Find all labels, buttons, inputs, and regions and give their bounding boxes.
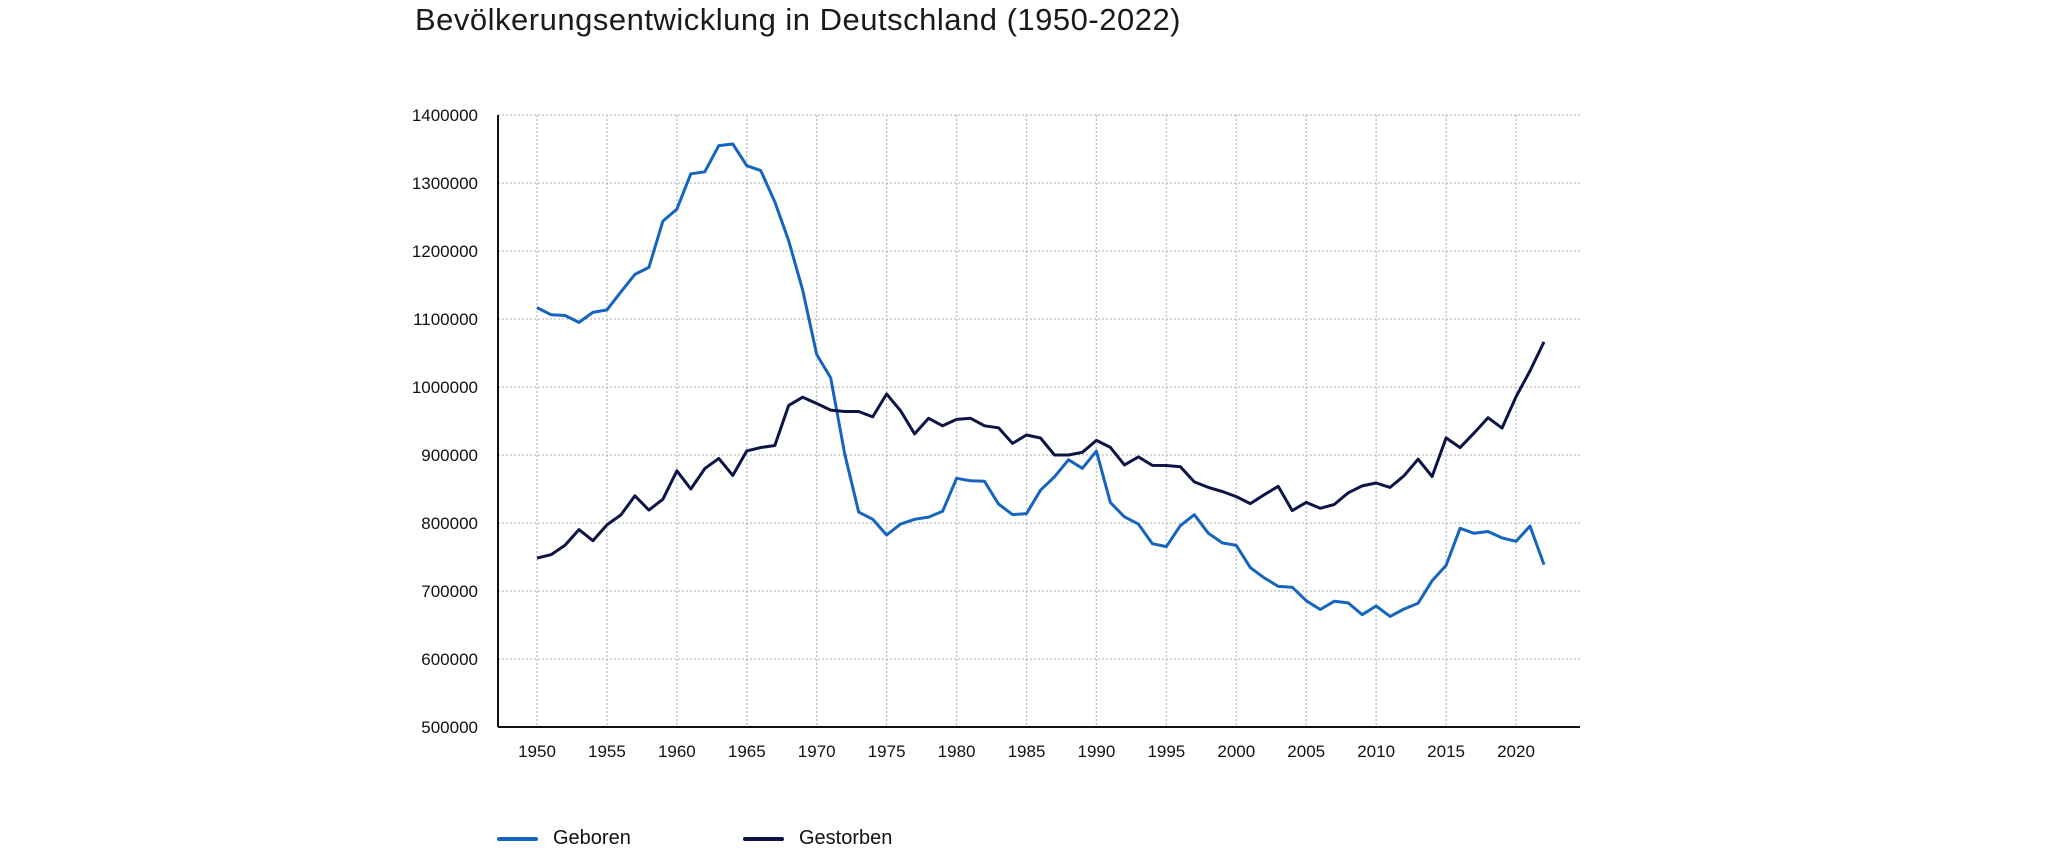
y-tick-label: 1300000 bbox=[412, 174, 478, 193]
x-tick-label: 2010 bbox=[1357, 742, 1395, 761]
x-tick-label: 1975 bbox=[868, 742, 906, 761]
x-tick-label: 1965 bbox=[728, 742, 766, 761]
x-tick-label: 1970 bbox=[798, 742, 836, 761]
x-tick-label: 1955 bbox=[588, 742, 626, 761]
legend-item-geboren: Geboren bbox=[497, 827, 631, 850]
x-tick-label: 1990 bbox=[1078, 742, 1116, 761]
series-line-gestorben bbox=[536, 341, 1546, 560]
y-tick-label: 600000 bbox=[421, 650, 478, 669]
series-line-geboren bbox=[536, 142, 1546, 618]
y-tick-label: 900000 bbox=[421, 446, 478, 465]
y-tick-label: 1000000 bbox=[412, 378, 478, 397]
x-tick-label: 2005 bbox=[1287, 742, 1325, 761]
legend-label-geboren: Geboren bbox=[553, 827, 631, 849]
y-tick-label: 1400000 bbox=[412, 106, 478, 125]
y-tick-label: 800000 bbox=[421, 514, 478, 533]
legend-swatch-geboren bbox=[497, 836, 538, 841]
legend-swatch-gestorben bbox=[743, 836, 784, 841]
x-tick-label: 2020 bbox=[1497, 742, 1535, 761]
x-tick-label: 1980 bbox=[938, 742, 976, 761]
y-tick-label: 500000 bbox=[421, 718, 478, 737]
y-tick-label: 1200000 bbox=[412, 242, 478, 261]
x-tick-label: 1950 bbox=[518, 742, 556, 761]
x-tick-label: 2015 bbox=[1427, 742, 1465, 761]
legend-item-gestorben: Gestorben bbox=[743, 827, 892, 850]
y-tick-label: 1100000 bbox=[413, 310, 478, 329]
x-tick-label: 1985 bbox=[1008, 742, 1046, 761]
x-tick-label: 2000 bbox=[1217, 742, 1255, 761]
x-tick-label: 1960 bbox=[658, 742, 696, 761]
y-tick-label: 700000 bbox=[421, 582, 478, 601]
x-tick-label: 1995 bbox=[1147, 742, 1185, 761]
legend-label-gestorben: Gestorben bbox=[799, 827, 893, 849]
chart-title: Bevölkerungsentwicklung in Deutschland (… bbox=[415, 2, 1182, 37]
